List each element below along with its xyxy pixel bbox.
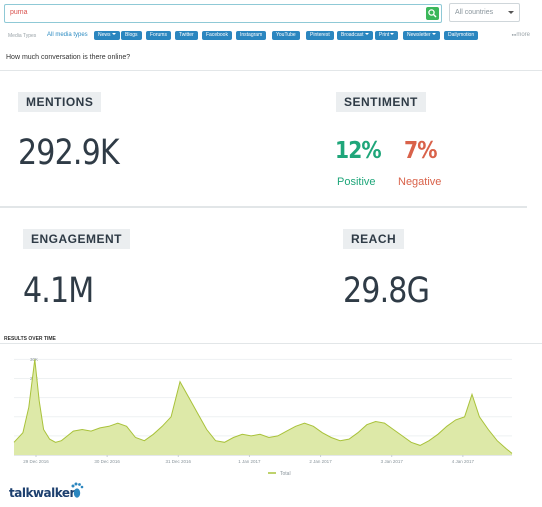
media-chip-youtube[interactable]: YouTube	[272, 31, 300, 40]
media-chip-news[interactable]: News	[94, 31, 120, 40]
y-tick-label: 30K	[30, 357, 38, 362]
media-chip-label: Instagram	[240, 32, 263, 38]
logo-text: talkwalker	[9, 486, 75, 500]
negative-value: 7%	[404, 138, 437, 164]
positive-label: Positive	[337, 176, 376, 188]
media-chip-label: News	[98, 32, 111, 38]
chevron-down-icon	[431, 33, 436, 35]
engagement-title: ENGAGEMENT	[23, 229, 131, 249]
media-types-label: Media Types	[8, 33, 37, 39]
x-tick-label: 4 Jan 2017	[452, 459, 475, 464]
x-tick-label: 3 Jan 2017	[381, 459, 404, 464]
chevron-down-icon	[364, 33, 369, 35]
divider	[0, 206, 527, 208]
more-link[interactable]: ●●more	[511, 32, 530, 38]
media-chip-label: Facebook	[206, 32, 228, 38]
media-chip-print[interactable]: Print	[375, 31, 399, 40]
search-input[interactable]: puma	[4, 4, 442, 23]
media-chip-blogs[interactable]: Blogs	[121, 31, 142, 40]
media-chip-dailymotion[interactable]: Dailymotion	[444, 31, 479, 40]
series-area-total	[14, 359, 512, 455]
chart-title: RESULTS OVER TIME	[4, 336, 56, 342]
x-tick-label: 1 Jan 2017	[238, 459, 261, 464]
media-chip-pinterest[interactable]: Pinterest	[306, 31, 334, 40]
divider	[0, 70, 542, 71]
media-chip-label: Broadcast	[341, 32, 364, 38]
chevron-down-icon	[508, 11, 514, 14]
sentiment-title: SENTIMENT	[336, 92, 426, 112]
media-chip-label: Print	[379, 32, 390, 38]
country-select-value: All countries	[455, 9, 494, 16]
media-chip-forums[interactable]: Forums	[146, 31, 171, 40]
media-chip-label: Twitter	[179, 32, 194, 38]
media-chip-instagram[interactable]: Instagram	[236, 31, 267, 40]
media-chip-label: YouTube	[276, 32, 296, 38]
media-chip-newsletter[interactable]: Newsletter	[403, 31, 440, 40]
x-tick-label: 29 Dec 2016	[23, 459, 49, 464]
search-query: puma	[10, 9, 28, 16]
footprint-icon	[71, 482, 84, 498]
divider	[0, 343, 542, 344]
reach-value: 29.8G	[343, 271, 430, 311]
search-button[interactable]	[426, 7, 439, 20]
media-type-filter: Media Types All media types News Blogs For…	[8, 31, 538, 42]
media-chip-facebook[interactable]: Facebook	[202, 31, 232, 40]
media-chip-label: Forums	[150, 32, 167, 38]
chevron-down-icon	[390, 33, 395, 35]
x-tick-label: 31 Dec 2016	[166, 459, 192, 464]
chevron-down-icon	[111, 33, 116, 35]
reach-title: REACH	[343, 229, 405, 249]
mentions-title: MENTIONS	[18, 92, 102, 112]
positive-value: 12%	[335, 138, 382, 164]
all-media-types-link[interactable]: All media types	[47, 32, 88, 38]
media-chip-label: Newsletter	[407, 32, 431, 38]
media-chip-twitter[interactable]: Twitter	[175, 31, 198, 40]
media-chip-label: Dailymotion	[448, 32, 475, 38]
media-chip-label: Pinterest	[310, 32, 330, 38]
search-icon	[428, 9, 437, 18]
country-select[interactable]: All countries	[449, 3, 520, 22]
mentions-value: 292.9K	[18, 133, 120, 173]
x-tick-label: 2 Jan 2017	[309, 459, 332, 464]
negative-label: Negative	[398, 176, 442, 188]
engagement-value: 4.1M	[23, 271, 94, 311]
media-chip-label: Blogs	[125, 32, 138, 38]
section-question: How much conversation is there online?	[6, 54, 131, 61]
media-chip-broadcast[interactable]: Broadcast	[337, 31, 373, 40]
legend-label-total: Total	[280, 471, 291, 477]
series-line-total	[13, 359, 513, 454]
x-tick-label: 30 Dec 2016	[94, 459, 120, 464]
